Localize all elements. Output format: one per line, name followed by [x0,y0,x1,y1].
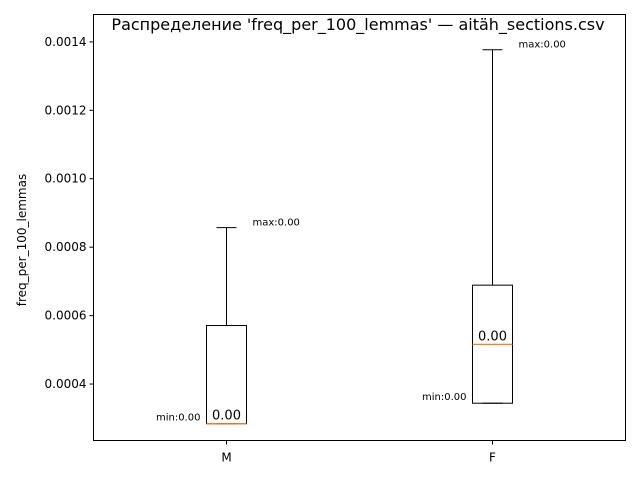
min-label: min:0.00 [422,392,467,403]
x-tick-label: M [221,451,231,465]
median-label: 0.00 [212,409,241,424]
y-axis: 0.0004 0.0006 0.0008 0.0010 0.0012 0.0014 [45,35,94,391]
median-label: 0.00 [478,329,507,344]
y-tick-label: 0.0008 [45,240,87,254]
axes-frame [93,14,626,441]
box-F: 0.00 min:0.00 max:0.00 [422,40,566,404]
y-axis-label: freq_per_100_lemmas [15,174,29,306]
y-tick-label: 0.0004 [45,377,87,391]
y-tick-label: 0.0012 [45,103,87,117]
plot-area: 0.00 min:0.00 max:0.00 0.00 min:0.00 max:0.00 [156,40,566,425]
chart-title: Распределение 'freq_per_100_lemmas' — ai… [111,15,604,35]
max-label: max:0.00 [519,40,566,51]
min-label: min:0.00 [156,413,201,424]
x-tick-label: F [489,451,496,465]
box-M: 0.00 min:0.00 max:0.00 [156,218,300,425]
y-tick-label: 0.0014 [45,35,87,49]
max-label: max:0.00 [253,218,300,229]
y-tick-label: 0.0006 [45,309,87,323]
y-tick-label: 0.0010 [45,172,87,186]
